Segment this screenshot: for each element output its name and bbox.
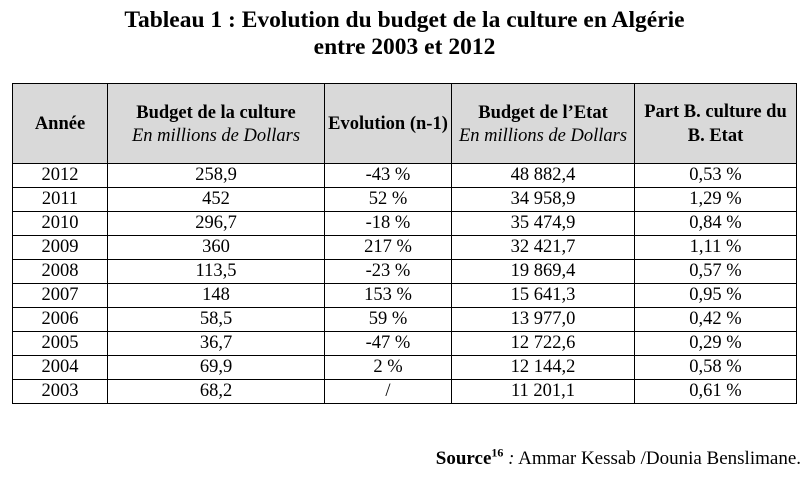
cell-year: 2007 <box>12 283 108 308</box>
cell-year: 2008 <box>12 259 108 284</box>
cell-share: 0,57 % <box>634 259 797 284</box>
table-row: 2008 113,5 -23 % 19 869,4 0,57 % <box>12 259 797 284</box>
cell-year: 2012 <box>12 163 108 188</box>
cell-share: 0,42 % <box>634 307 797 332</box>
source-note: Source16 : Ammar Kessab /Dounia Benslima… <box>436 447 801 471</box>
cell-year: 2011 <box>12 187 108 212</box>
cell-state-budget: 32 421,7 <box>451 235 635 260</box>
table-row: 2011 452 52 % 34 958,9 1,29 % <box>12 187 797 212</box>
cell-state-budget: 48 882,4 <box>451 163 635 188</box>
cell-year: 2010 <box>12 211 108 236</box>
table-row: 2012 258,9 -43 % 48 882,4 0,53 % <box>12 163 797 188</box>
budget-table: Année Budget de la culture En millions d… <box>12 83 797 404</box>
header-row: Année Budget de la culture En millions d… <box>12 83 797 164</box>
table-row: 2006 58,5 59 % 13 977,0 0,42 % <box>12 307 797 332</box>
header-culture-budget-unit: En millions de Dollars <box>131 125 301 146</box>
cell-state-budget: 13 977,0 <box>451 307 635 332</box>
cell-state-budget: 34 958,9 <box>451 187 635 212</box>
cell-culture-budget: 69,9 <box>107 355 325 380</box>
header-share-label: Part B. culture du B. Etat <box>644 101 787 146</box>
header-state-budget-label: Budget de l’Etat <box>478 102 608 123</box>
table-row: 2007 148 153 % 15 641,3 0,95 % <box>12 283 797 308</box>
table-title: Tableau 1 : Evolution du budget de la cu… <box>0 7 809 61</box>
cell-state-budget: 15 641,3 <box>451 283 635 308</box>
cell-year: 2004 <box>12 355 108 380</box>
cell-state-budget: 19 869,4 <box>451 259 635 284</box>
cell-culture-budget: 36,7 <box>107 331 325 356</box>
cell-evolution: -23 % <box>324 259 452 284</box>
source-separator: : <box>503 448 515 469</box>
header-culture-budget: Budget de la culture En millions de Doll… <box>107 83 325 164</box>
cell-evolution: 2 % <box>324 355 452 380</box>
cell-evolution: -43 % <box>324 163 452 188</box>
cell-evolution: 217 % <box>324 235 452 260</box>
cell-year: 2006 <box>12 307 108 332</box>
table-row: 2009 360 217 % 32 421,7 1,11 % <box>12 235 797 260</box>
cell-share: 0,58 % <box>634 355 797 380</box>
table-row: 2010 296,7 -18 % 35 474,9 0,84 % <box>12 211 797 236</box>
header-culture-budget-label: Budget de la culture <box>136 102 296 123</box>
footnote-number: 16 <box>491 445 504 460</box>
cell-culture-budget: 58,5 <box>107 307 325 332</box>
cell-culture-budget: 360 <box>107 235 325 260</box>
cell-evolution: / <box>324 379 452 404</box>
cell-evolution: -47 % <box>324 331 452 356</box>
cell-year: 2009 <box>12 235 108 260</box>
source-text: Ammar Kessab /Dounia Benslimane. <box>514 448 801 469</box>
cell-evolution: 52 % <box>324 187 452 212</box>
cell-share: 0,61 % <box>634 379 797 404</box>
cell-culture-budget: 68,2 <box>107 379 325 404</box>
cell-culture-budget: 258,9 <box>107 163 325 188</box>
header-year-label: Année <box>34 113 86 134</box>
cell-culture-budget: 452 <box>107 187 325 212</box>
cell-evolution: -18 % <box>324 211 452 236</box>
cell-evolution: 59 % <box>324 307 452 332</box>
header-evolution: Evolution (n-1) <box>324 83 452 164</box>
cell-year: 2005 <box>12 331 108 356</box>
header-state-budget-unit: En millions de Dollars <box>458 125 628 146</box>
cell-year: 2003 <box>12 379 108 404</box>
header-evolution-label: Evolution (n-1) <box>328 113 448 134</box>
header-year: Année <box>12 83 108 164</box>
source-label: Source <box>435 448 492 469</box>
cell-share: 0,53 % <box>634 163 797 188</box>
cell-state-budget: 12 722,6 <box>451 331 635 356</box>
table-title-line-1: Tableau 1 : Evolution du budget de la cu… <box>124 7 685 33</box>
cell-state-budget: 11 201,1 <box>451 379 635 404</box>
cell-share: 0,84 % <box>634 211 797 236</box>
cell-state-budget: 12 144,2 <box>451 355 635 380</box>
header-state-budget: Budget de l’Etat En millions de Dollars <box>451 83 635 164</box>
cell-share: 0,95 % <box>634 283 797 308</box>
cell-evolution: 153 % <box>324 283 452 308</box>
table-title-line-2: entre 2003 et 2012 <box>313 34 496 60</box>
table-body: 2012 258,9 -43 % 48 882,4 0,53 % 2011 452 52 % 3… <box>12 163 797 404</box>
header-share: Part B. culture du B. Etat <box>634 83 797 164</box>
table-row: 2003 68,2/11 201,1 0,61 % <box>12 379 797 404</box>
cell-share: 0,29 % <box>634 331 797 356</box>
table-row: 2005 36,7 -47 % 12 722,6 0,29 % <box>12 331 797 356</box>
cell-culture-budget: 113,5 <box>107 259 325 284</box>
table-row: 2004 69,9 2 % 12 144,2 0,58 % <box>12 355 797 380</box>
cell-state-budget: 35 474,9 <box>451 211 635 236</box>
cell-culture-budget: 148 <box>107 283 325 308</box>
cell-share: 1,29 % <box>634 187 797 212</box>
cell-culture-budget: 296,7 <box>107 211 325 236</box>
cell-share: 1,11 % <box>634 235 797 260</box>
